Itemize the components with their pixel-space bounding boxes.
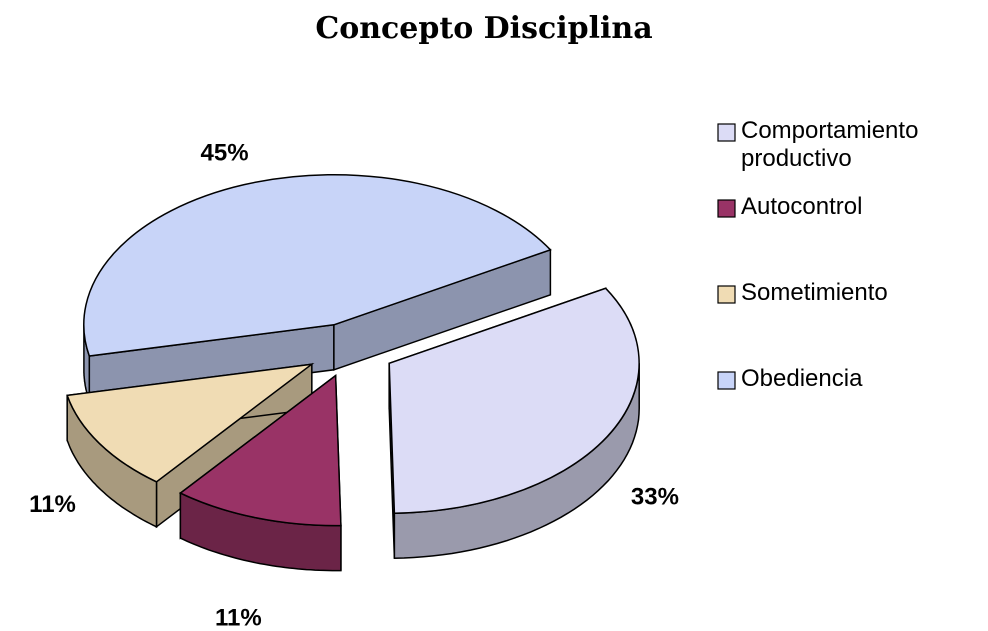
slice-top — [66, 363, 315, 483]
value-label: 33% — [631, 483, 679, 510]
slice-top — [178, 374, 342, 527]
value-label: 11% — [215, 604, 262, 626]
slice — [178, 374, 342, 572]
legend-swatch — [717, 123, 736, 142]
slice — [83, 173, 552, 402]
slice-top — [388, 287, 640, 514]
value-label: 11% — [29, 491, 76, 518]
slice-top — [83, 173, 552, 357]
legend-label: Obediencia — [741, 365, 863, 392]
legend-label: Autocontrol — [741, 193, 862, 220]
chart-title: Concepto Disciplina — [315, 11, 652, 46]
legend-label: Sometimiento — [741, 279, 888, 306]
legend-swatch — [717, 285, 736, 304]
legend-label: Comportamiento productivo — [741, 117, 918, 172]
slice — [388, 287, 640, 559]
legend-swatch — [717, 371, 736, 390]
legend-swatch — [717, 199, 736, 218]
value-label: 45% — [201, 139, 249, 166]
